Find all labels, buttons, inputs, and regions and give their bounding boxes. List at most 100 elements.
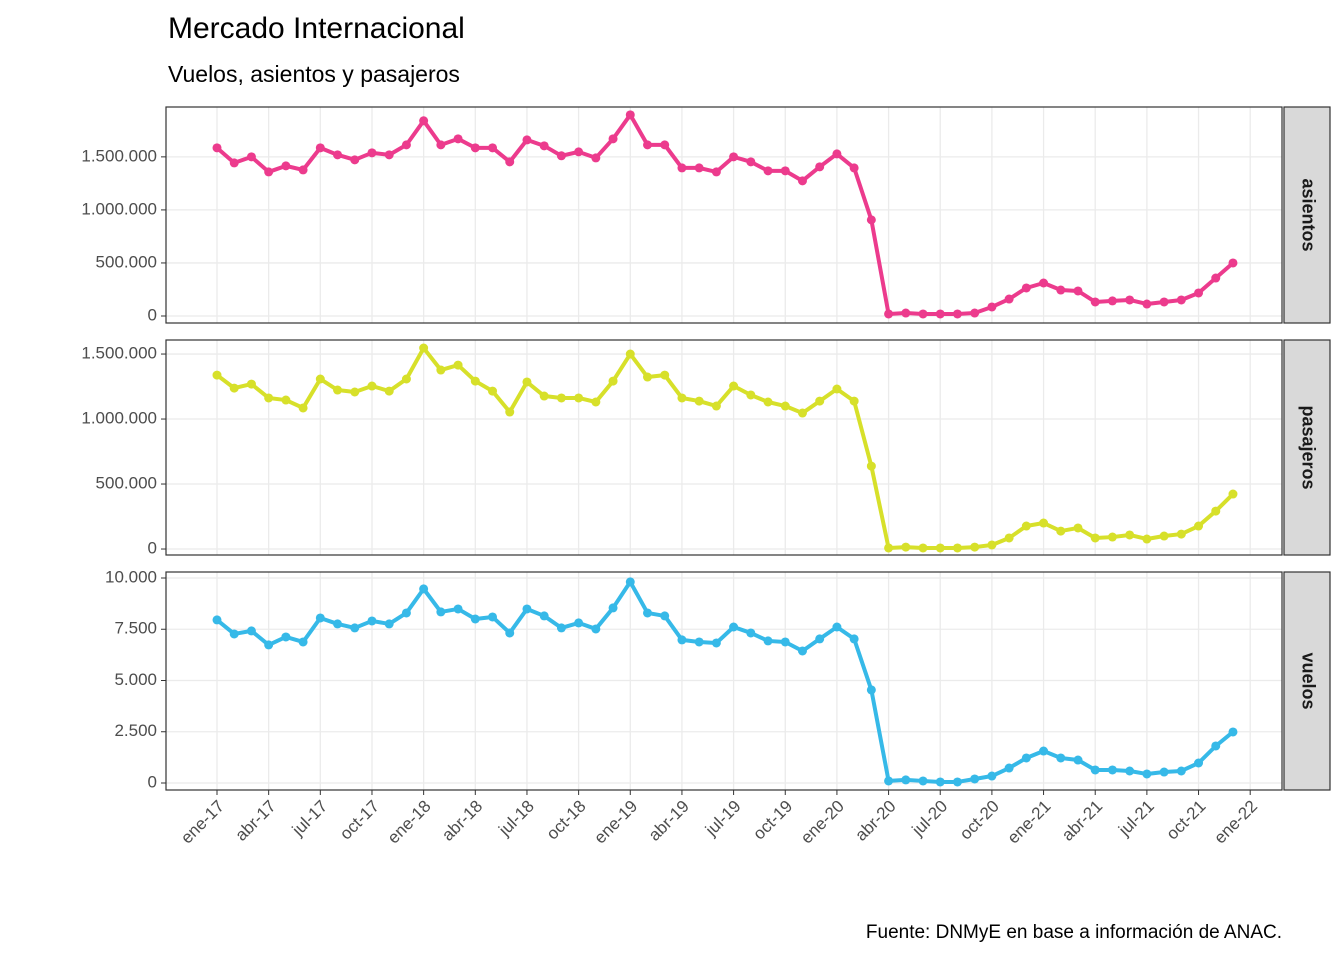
data-point <box>797 408 807 418</box>
data-point <box>1004 294 1014 304</box>
y-tick-label: 1.000.000 <box>81 409 157 428</box>
data-point <box>488 386 498 396</box>
data-point <box>1004 533 1014 543</box>
data-point <box>625 577 635 587</box>
panel-border <box>165 339 1283 556</box>
data-point <box>1004 763 1014 773</box>
caption: Fuente: DNMyE en base a información de A… <box>866 922 1282 943</box>
panel-background <box>166 107 1282 323</box>
data-point <box>660 140 670 150</box>
data-point <box>694 637 704 647</box>
y-tick-label: 500.000 <box>96 252 157 271</box>
data-point <box>281 395 291 405</box>
data-point <box>453 604 463 614</box>
data-point <box>522 604 532 614</box>
data-point <box>1125 530 1135 540</box>
data-point <box>298 403 308 413</box>
data-point <box>212 370 222 380</box>
panel-border <box>165 571 1283 791</box>
data-point <box>574 147 584 157</box>
data-point <box>711 401 721 411</box>
data-point <box>488 143 498 153</box>
data-point <box>1125 295 1135 305</box>
facet-label: asientos <box>1298 178 1318 251</box>
data-point <box>1039 278 1049 288</box>
data-point <box>246 626 256 636</box>
facet-strip <box>1283 339 1331 556</box>
data-point <box>884 776 894 786</box>
data-point <box>1211 741 1221 751</box>
data-point <box>625 110 635 120</box>
data-point <box>505 628 515 638</box>
data-point <box>694 163 704 173</box>
data-point <box>746 390 756 400</box>
facet-strip <box>1283 571 1331 791</box>
data-point <box>1073 755 1083 765</box>
data-point <box>1159 531 1169 541</box>
data-point <box>539 141 549 151</box>
data-point <box>229 383 239 393</box>
data-point <box>264 393 274 403</box>
data-point <box>419 584 429 594</box>
y-tick-label: 1.500.000 <box>81 344 157 363</box>
data-point <box>935 309 945 319</box>
data-point <box>1107 765 1117 775</box>
data-point <box>574 618 584 628</box>
data-point <box>780 166 790 176</box>
data-point <box>952 309 962 319</box>
data-point <box>281 161 291 171</box>
data-point <box>505 407 515 417</box>
data-point <box>1073 286 1083 296</box>
data-point <box>401 608 411 618</box>
data-point <box>333 619 343 629</box>
data-point <box>643 372 652 382</box>
data-point <box>608 376 618 386</box>
data-point <box>315 143 325 153</box>
data-point <box>849 396 859 406</box>
data-point <box>763 166 773 176</box>
data-point <box>952 777 962 787</box>
data-point <box>1194 288 1204 298</box>
data-point <box>556 623 566 633</box>
chart-subtitle: Vuelos, asientos y pasajeros <box>168 61 460 87</box>
data-point <box>522 135 532 145</box>
data-point <box>987 540 997 550</box>
chart-title: Mercado Internacional <box>168 12 465 45</box>
data-point <box>367 616 377 626</box>
data-point <box>1228 489 1238 499</box>
y-tick-label: 5.000 <box>114 670 157 689</box>
data-point <box>970 308 980 318</box>
data-point <box>591 153 601 163</box>
data-point <box>367 148 377 158</box>
data-point <box>1211 506 1221 516</box>
y-tick-label: 10.000 <box>105 567 157 586</box>
data-point <box>1021 521 1031 531</box>
data-point <box>643 140 652 150</box>
y-tick-label: 0 <box>148 305 157 324</box>
data-point <box>832 384 842 394</box>
data-point <box>298 637 308 647</box>
data-point <box>384 386 394 396</box>
data-point <box>350 387 360 397</box>
data-point <box>901 308 911 318</box>
data-point <box>797 176 807 186</box>
data-point <box>264 640 274 650</box>
data-point <box>849 163 859 173</box>
panel-background <box>166 340 1282 555</box>
data-point <box>815 396 825 406</box>
data-point <box>866 685 876 695</box>
data-point <box>677 635 687 645</box>
data-point <box>1039 518 1049 528</box>
data-point <box>1090 297 1100 307</box>
data-point <box>1021 283 1031 293</box>
data-point <box>660 370 670 380</box>
data-point <box>1056 753 1066 763</box>
y-tick-label: 1.500.000 <box>81 146 157 165</box>
data-point <box>797 646 807 656</box>
data-point <box>539 391 549 401</box>
data-point <box>901 775 911 785</box>
data-point <box>453 360 463 370</box>
data-point <box>436 607 446 617</box>
data-point <box>539 611 549 621</box>
